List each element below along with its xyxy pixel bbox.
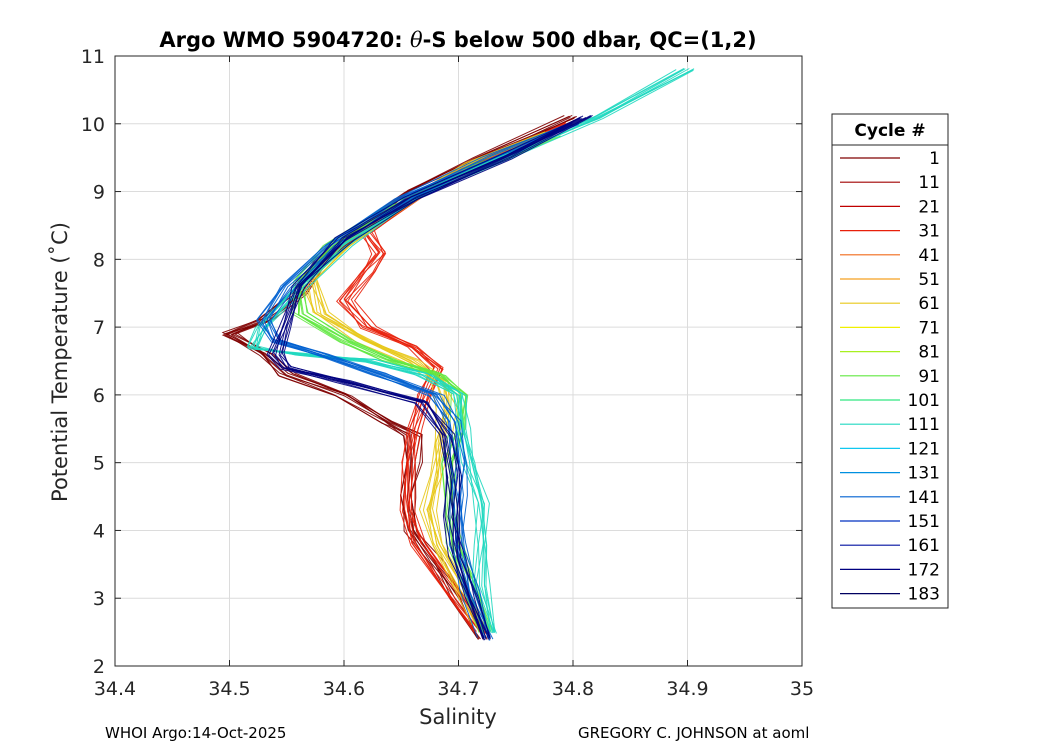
series-line-cycle-172 — [283, 116, 592, 639]
legend-label-172: 172 — [908, 560, 940, 580]
y-tick-label: 3 — [93, 588, 105, 610]
legend-entries: 1112131415161718191101111121131141151161… — [840, 149, 940, 605]
footer-left-text: WHOI Argo:14-Oct-2025 — [105, 724, 287, 742]
legend-label-81: 81 — [918, 343, 940, 363]
y-axis-label: Potential Temperature (˚C) — [48, 222, 72, 502]
legend-label-141: 141 — [908, 488, 940, 508]
legend-label-41: 41 — [918, 246, 940, 266]
legend-label-21: 21 — [918, 197, 940, 217]
x-tick-label: 34.6 — [323, 678, 365, 700]
y-tick-label: 7 — [93, 317, 105, 339]
series-line-cycle-31 — [344, 123, 574, 632]
tick-labels: 34.4 34.5 34.6 34.7 34.8 34.9 35 2 3 4 5 6 7 8 9 10 11 — [81, 46, 814, 700]
y-tick-label: 11 — [81, 46, 105, 68]
legend-box — [831, 113, 949, 609]
legend-label-71: 71 — [918, 318, 940, 338]
legend-label-121: 121 — [908, 439, 940, 459]
legend: Cycle # 11121314151617181911011111211311… — [831, 113, 949, 609]
legend-label-101: 101 — [908, 391, 940, 411]
x-tick-label: 34.5 — [208, 678, 250, 700]
y-tick-label: 6 — [93, 385, 105, 407]
y-tick-label: 5 — [93, 453, 105, 475]
y-tick-label: 10 — [81, 114, 105, 136]
legend-label-151: 151 — [908, 512, 940, 532]
series-line-cycle-172 — [268, 116, 582, 639]
axes — [114, 55, 803, 667]
legend-label-111: 111 — [908, 415, 940, 435]
x-tick-label: 34.4 — [94, 678, 136, 700]
series-line-cycle-172 — [278, 115, 584, 640]
y-tick-label: 9 — [93, 182, 105, 204]
y-tick-label: 2 — [93, 656, 105, 678]
x-tick-label: 34.8 — [552, 678, 594, 700]
legend-label-161: 161 — [908, 536, 940, 556]
footer-right-text: GREGORY C. JOHNSON at aoml — [578, 724, 810, 742]
x-tick-label: 34.9 — [666, 678, 708, 700]
legend-label-131: 131 — [908, 464, 940, 484]
chart-title: Argo WMO 5904720: θ-S below 500 dbar, QC… — [159, 28, 756, 52]
y-tick-label: 4 — [93, 520, 105, 542]
legend-label-1: 1 — [929, 149, 940, 169]
legend-label-91: 91 — [918, 367, 940, 387]
y-tick-label: 8 — [93, 249, 105, 271]
legend-label-51: 51 — [918, 270, 940, 290]
legend-label-183: 183 — [908, 585, 940, 605]
legend-label-11: 11 — [918, 173, 940, 193]
x-axis-label: Salinity — [419, 705, 497, 729]
profile-series — [221, 68, 695, 641]
x-tick-label: 34.7 — [437, 678, 479, 700]
legend-label-61: 61 — [918, 294, 940, 314]
legend-title: Cycle # — [854, 121, 925, 141]
series-line-cycle-141 — [256, 125, 566, 640]
x-tick-label: 35 — [790, 678, 814, 700]
legend-label-31: 31 — [918, 222, 940, 242]
